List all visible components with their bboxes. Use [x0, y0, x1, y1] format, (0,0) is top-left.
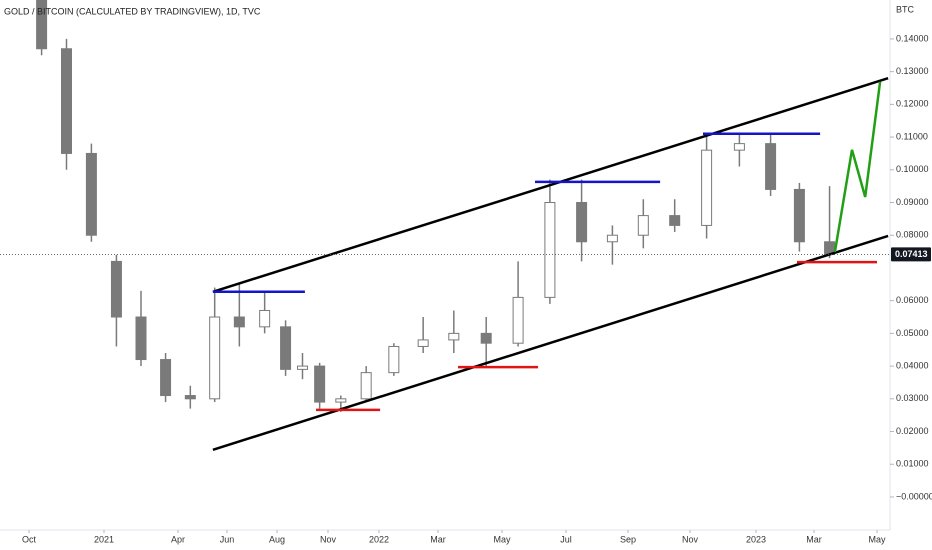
- candle-body: [297, 365, 308, 370]
- candle-body: [669, 215, 681, 226]
- candle-body: [110, 260, 122, 318]
- y-tick-label: 0.09000: [896, 197, 929, 207]
- last-price-label: 0.07413: [895, 249, 928, 259]
- candle-body: [480, 332, 492, 344]
- y-tick-label: 0.04000: [896, 360, 929, 370]
- candle-body: [85, 152, 97, 236]
- last-price-box: [891, 247, 931, 262]
- y-tick-label: 0.02000: [896, 426, 929, 436]
- candle-body: [160, 359, 172, 397]
- candle-body: [701, 149, 713, 226]
- candle-body: [184, 395, 196, 400]
- candle-body: [388, 345, 400, 374]
- candle-body: [209, 316, 221, 400]
- candle-body: [314, 365, 326, 403]
- y-tick-label: 0.01000: [896, 459, 929, 469]
- candle-body: [259, 309, 271, 328]
- candle-body: [61, 48, 72, 154]
- chart-title: GOLD / BITCOIN (CALCULATED BY TRADINGVIE…: [4, 6, 261, 16]
- candle-body: [36, 0, 48, 50]
- candle-body: [448, 332, 460, 341]
- drawing-line: [833, 81, 882, 253]
- candle-body: [606, 234, 618, 243]
- y-tick-label: 0.10000: [896, 164, 929, 174]
- y-tick-label: 0.12000: [896, 99, 929, 109]
- y-tick-label: 0.14000: [896, 33, 929, 43]
- x-tick-label: Mar: [430, 534, 446, 544]
- x-tick-label: 2023: [746, 534, 766, 544]
- x-tick-label: Apr: [171, 534, 185, 544]
- x-tick-label: 2021: [94, 534, 114, 544]
- candle-body: [512, 296, 524, 344]
- x-tick-label: Mar: [806, 534, 822, 544]
- y-tick-label: −0.00000: [896, 491, 932, 501]
- y-tick-label: 0.05000: [896, 328, 929, 338]
- x-tick-label: May: [493, 534, 511, 544]
- x-tick-label: Sep: [620, 534, 636, 544]
- x-tick-label: Oct: [22, 534, 37, 544]
- x-tick-label: 2022: [369, 534, 389, 544]
- y-tick-label: 0.03000: [896, 393, 929, 403]
- candle-body: [280, 326, 292, 370]
- price-unit: BTC: [896, 4, 915, 14]
- candle-body: [733, 143, 745, 151]
- candle-body: [233, 316, 245, 328]
- candle-body: [576, 202, 588, 243]
- x-tick-label: Jun: [220, 534, 235, 544]
- plot-area: [36, 0, 889, 451]
- x-tick-label: Nov: [682, 534, 699, 544]
- candle-body: [335, 398, 347, 403]
- drawing-line: [212, 234, 889, 451]
- y-tick-label: 0.08000: [896, 230, 929, 240]
- x-tick-label: May: [868, 534, 886, 544]
- x-tick-label: Nov: [320, 534, 337, 544]
- candle-body: [765, 143, 777, 190]
- drawing-line: [212, 77, 889, 293]
- y-tick-label: 0.13000: [896, 66, 929, 76]
- candle-body: [544, 202, 556, 298]
- x-tick-label: Aug: [269, 534, 285, 544]
- x-tick-label: Jul: [560, 534, 572, 544]
- y-tick-label: 0.06000: [896, 295, 929, 305]
- candle-body: [793, 188, 805, 243]
- candle-body: [417, 339, 429, 347]
- y-tick-label: 0.11000: [896, 131, 928, 141]
- candle-body: [135, 316, 147, 361]
- candle-body: [360, 372, 372, 400]
- candle-body: [637, 215, 649, 236]
